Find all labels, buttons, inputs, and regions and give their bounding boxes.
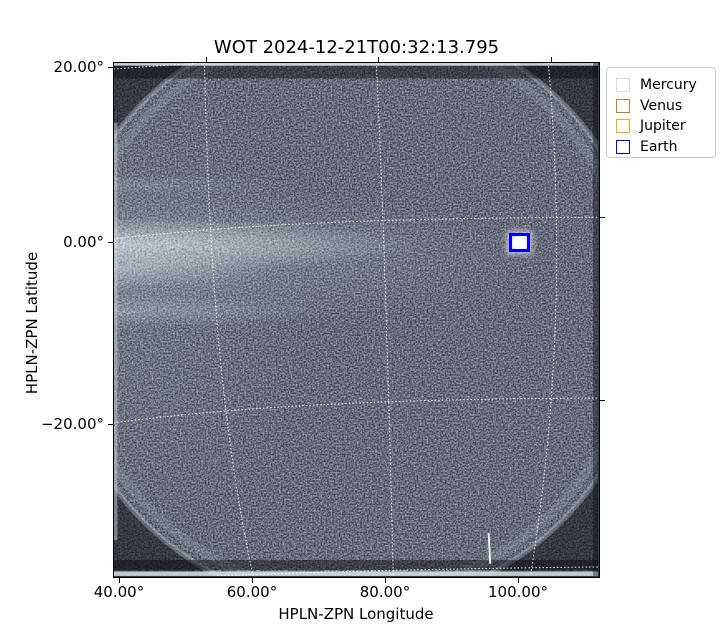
plot-area <box>113 62 600 578</box>
x-tick <box>251 578 253 583</box>
legend-label: Jupiter <box>640 118 686 135</box>
grid-lat-0 <box>114 216 598 240</box>
x-tick-label: 100.00° <box>488 583 548 601</box>
grid-lon-80 <box>375 63 394 576</box>
plot-title: WOT 2024-12-21T00:32:13.795 <box>213 37 500 58</box>
legend: Mercury Venus Jupiter Earth <box>606 67 716 158</box>
top-tick <box>205 57 207 62</box>
y-tick-label: 0.00° <box>63 233 104 251</box>
cosmic-ray-streak <box>487 533 492 564</box>
top-tick <box>550 57 552 62</box>
earth-marker <box>509 233 530 252</box>
x-tick <box>118 578 120 583</box>
bottom-bright-edge <box>114 571 598 576</box>
legend-label: Earth <box>640 138 678 155</box>
y-tick-label: 20.00° <box>53 58 104 76</box>
right-dark-edge <box>593 63 598 576</box>
y-tick <box>108 423 113 425</box>
x-tick <box>384 578 386 583</box>
venus-swatch-icon <box>616 98 630 113</box>
legend-label: Venus <box>640 97 683 114</box>
y-tick <box>108 241 113 243</box>
grid-lon-60 <box>203 63 254 576</box>
x-tick <box>517 578 519 583</box>
mercury-swatch-icon <box>616 78 630 93</box>
right-tick <box>600 399 605 401</box>
sky-image <box>114 63 598 576</box>
x-tick-label: 60.00° <box>226 583 278 601</box>
noise-stars-fine <box>114 63 598 576</box>
x-tick-label: 80.00° <box>359 583 411 601</box>
x-axis-label: HPLN-ZPN Longitude <box>278 605 434 623</box>
y-axis-label: HPLN-ZPN Latitude <box>23 251 41 395</box>
legend-row-venus: Venus <box>616 96 706 117</box>
legend-row-jupiter: Jupiter <box>616 116 706 137</box>
earth-swatch-icon <box>616 139 630 154</box>
grid-lat-minus40 <box>204 566 598 576</box>
top-dark-band <box>114 65 598 79</box>
bottom-dark-band <box>114 560 598 570</box>
y-tick-label: −20.00° <box>40 415 104 433</box>
grid-lat-minus20 <box>114 397 598 424</box>
x-tick-label: 40.00° <box>93 583 145 601</box>
legend-row-mercury: Mercury <box>616 75 706 96</box>
y-tick <box>108 66 113 68</box>
top-tick <box>377 57 379 62</box>
jupiter-swatch-icon <box>616 119 630 134</box>
grid-lon-100 <box>529 63 558 576</box>
legend-row-earth: Earth <box>616 137 706 158</box>
legend-label: Mercury <box>640 77 697 94</box>
coordinate-grid <box>114 63 598 576</box>
top-bright-edge <box>114 63 598 66</box>
left-bright-edge <box>114 122 118 541</box>
right-tick <box>600 216 605 218</box>
